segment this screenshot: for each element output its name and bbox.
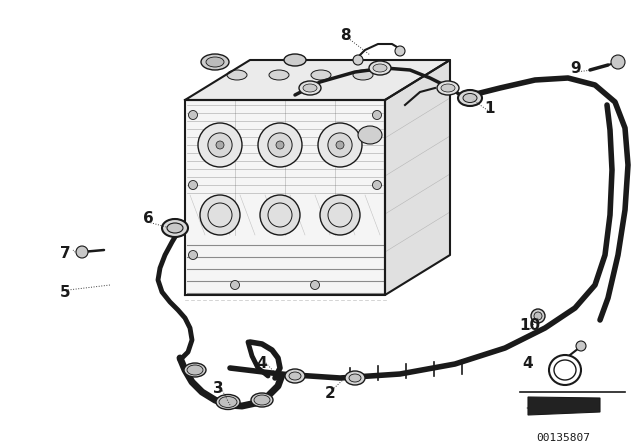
Circle shape: [531, 309, 545, 323]
Text: 5: 5: [60, 284, 70, 300]
Text: 8: 8: [340, 27, 350, 43]
Ellipse shape: [184, 363, 206, 377]
Circle shape: [260, 195, 300, 235]
Ellipse shape: [373, 64, 387, 72]
Ellipse shape: [219, 396, 237, 408]
Circle shape: [372, 111, 381, 120]
Ellipse shape: [187, 365, 203, 375]
Text: 4: 4: [257, 356, 268, 370]
Text: 7: 7: [60, 246, 70, 260]
Circle shape: [268, 133, 292, 157]
Ellipse shape: [311, 70, 331, 80]
Ellipse shape: [358, 126, 382, 144]
Ellipse shape: [285, 369, 305, 383]
Text: 3: 3: [212, 380, 223, 396]
Ellipse shape: [303, 84, 317, 92]
Circle shape: [198, 123, 242, 167]
Text: 4: 4: [523, 356, 533, 370]
Circle shape: [611, 55, 625, 69]
Polygon shape: [385, 60, 450, 295]
Ellipse shape: [349, 374, 361, 382]
Text: 10: 10: [520, 318, 541, 332]
Ellipse shape: [437, 81, 459, 95]
Polygon shape: [528, 397, 600, 415]
Circle shape: [189, 250, 198, 259]
Ellipse shape: [284, 54, 306, 66]
Ellipse shape: [227, 70, 247, 80]
Ellipse shape: [441, 84, 455, 92]
Circle shape: [328, 133, 352, 157]
Text: 1: 1: [484, 100, 495, 116]
Circle shape: [395, 46, 405, 56]
Text: 2: 2: [324, 385, 335, 401]
Ellipse shape: [206, 57, 224, 67]
Circle shape: [353, 55, 363, 65]
Circle shape: [310, 280, 319, 289]
Polygon shape: [185, 100, 385, 295]
Text: 9: 9: [571, 60, 581, 76]
Ellipse shape: [201, 54, 229, 70]
Ellipse shape: [254, 395, 270, 405]
Polygon shape: [185, 60, 450, 100]
Ellipse shape: [369, 61, 391, 75]
Text: 00135807: 00135807: [536, 433, 590, 443]
Text: 6: 6: [143, 211, 154, 225]
Ellipse shape: [289, 372, 301, 380]
Ellipse shape: [345, 371, 365, 385]
Ellipse shape: [216, 395, 240, 409]
Circle shape: [200, 195, 240, 235]
Circle shape: [258, 123, 302, 167]
Ellipse shape: [463, 94, 477, 103]
Circle shape: [230, 280, 239, 289]
Circle shape: [216, 141, 224, 149]
Circle shape: [336, 141, 344, 149]
Circle shape: [189, 181, 198, 190]
Ellipse shape: [269, 70, 289, 80]
Circle shape: [276, 141, 284, 149]
Circle shape: [576, 341, 586, 351]
Ellipse shape: [162, 219, 188, 237]
Circle shape: [372, 181, 381, 190]
Circle shape: [534, 312, 542, 320]
Circle shape: [320, 195, 360, 235]
Ellipse shape: [353, 70, 373, 80]
Ellipse shape: [299, 81, 321, 95]
Circle shape: [76, 246, 88, 258]
Ellipse shape: [167, 223, 183, 233]
Ellipse shape: [251, 393, 273, 407]
Circle shape: [318, 123, 362, 167]
Circle shape: [208, 133, 232, 157]
Circle shape: [189, 111, 198, 120]
Ellipse shape: [458, 90, 482, 106]
